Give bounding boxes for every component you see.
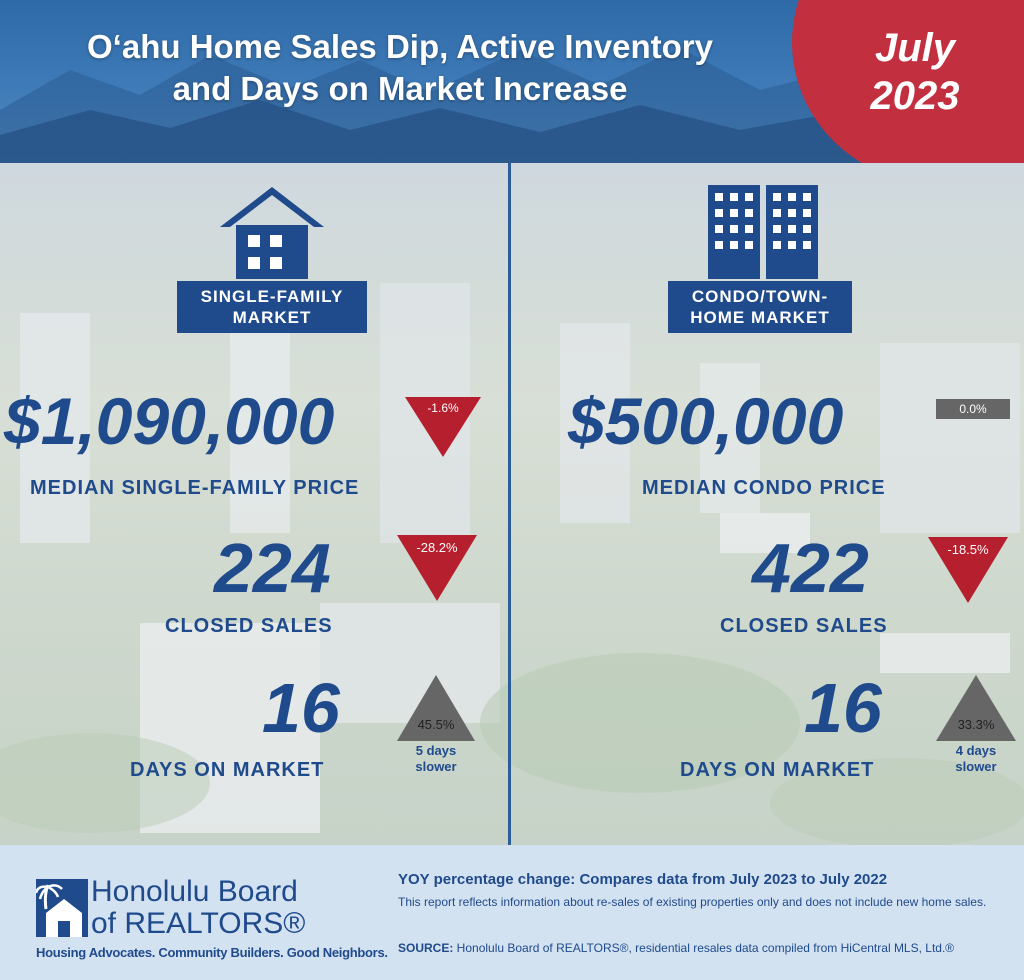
condo-market-label: CONDO/TOWN- HOME MARKET [668, 281, 852, 333]
panel-divider [508, 163, 511, 845]
date-month: July [874, 26, 956, 70]
single-family-closed-sales-label: CLOSED SALES [165, 615, 333, 637]
condo-days-note-line-2: slower [955, 759, 997, 774]
single-family-days-note-line-1: 5 days [415, 743, 457, 758]
date-badge [792, 0, 1024, 163]
single-family-days-change: 45.5% [417, 717, 455, 732]
city-backdrop [0, 283, 1024, 845]
single-family-days-on-market-label: DAYS ON MARKET [130, 759, 325, 781]
single-family-price-change: -1.6% [427, 401, 459, 415]
single-family-days-on-market: 16 [262, 669, 340, 747]
condo-price-change: 0.0% [936, 399, 1010, 419]
condo-towers-icon [708, 185, 818, 279]
condo-days-note: 4 days slower [936, 743, 1016, 775]
condo-sales-change: -18.5% [947, 542, 989, 557]
single-family-closed-sales: 224 [214, 529, 331, 607]
yoy-heading: YOY percentage change: Compares data fro… [398, 871, 888, 888]
condo-days-up-triangle [936, 675, 1016, 741]
condo-days-change: 33.3% [957, 717, 995, 732]
condo-median-price-label: MEDIAN CONDO PRICE [642, 477, 886, 499]
condo-closed-sales-label: CLOSED SALES [720, 615, 888, 637]
source-label: SOURCE: [398, 941, 454, 955]
condo-closed-sales: 422 [752, 529, 869, 607]
condo-days-note-line-1: 4 days [955, 743, 997, 758]
logo-name-line-2: of REALTORS® [91, 907, 306, 940]
condo-label-line-1: CONDO/TOWN- [691, 287, 829, 306]
single-family-market-label: SINGLE-FAMILY MARKET [177, 281, 367, 333]
page-title: O‘ahu Home Sales Dip, Active Inventory a… [20, 26, 780, 110]
realtor-house-palm-icon [36, 879, 88, 937]
source-body: Honolulu Board of REALTORS®, residential… [453, 941, 955, 955]
single-family-label-line-1: SINGLE-FAMILY [200, 287, 344, 306]
single-family-sales-down-triangle [397, 535, 477, 601]
logo-name-line-1: Honolulu Board [91, 875, 298, 908]
single-family-median-price: $1,090,000 [4, 384, 335, 458]
single-family-price-down-triangle [405, 397, 481, 457]
condo-label-line-2: HOME MARKET [690, 308, 830, 327]
disclaimer-text: This report reflects information about r… [398, 895, 987, 909]
mountain-backdrop [0, 48, 1024, 163]
date-year: 2023 [870, 74, 960, 118]
footer: Honolulu Board of REALTORS® Housing Advo… [0, 845, 1024, 980]
single-family-days-note: 5 days slower [397, 743, 475, 775]
single-family-days-up-triangle [397, 675, 475, 741]
condo-sales-down-triangle [928, 537, 1008, 603]
single-family-days-note-line-2: slower [415, 759, 457, 774]
condo-median-price: $500,000 [568, 384, 844, 458]
logo-tagline: Housing Advocates. Community Builders. G… [36, 945, 388, 960]
market-panels: SINGLE-FAMILY MARKET $1,090,000 -1.6% ME… [0, 163, 1024, 845]
house-icon [220, 187, 324, 279]
header-banner: O‘ahu Home Sales Dip, Active Inventory a… [0, 0, 1024, 163]
condo-days-on-market-label: DAYS ON MARKET [680, 759, 875, 781]
title-line-2: and Days on Market Increase [172, 70, 628, 107]
title-line-1: O‘ahu Home Sales Dip, Active Inventory [87, 28, 713, 65]
single-family-label-line-2: MARKET [232, 308, 312, 327]
condo-days-on-market: 16 [804, 669, 882, 747]
date-text: July 2023 [840, 24, 990, 120]
single-family-sales-change: -28.2% [416, 540, 458, 555]
source-text: SOURCE: Honolulu Board of REALTORS®, res… [398, 941, 998, 956]
single-family-median-price-label: MEDIAN SINGLE-FAMILY PRICE [30, 477, 360, 499]
